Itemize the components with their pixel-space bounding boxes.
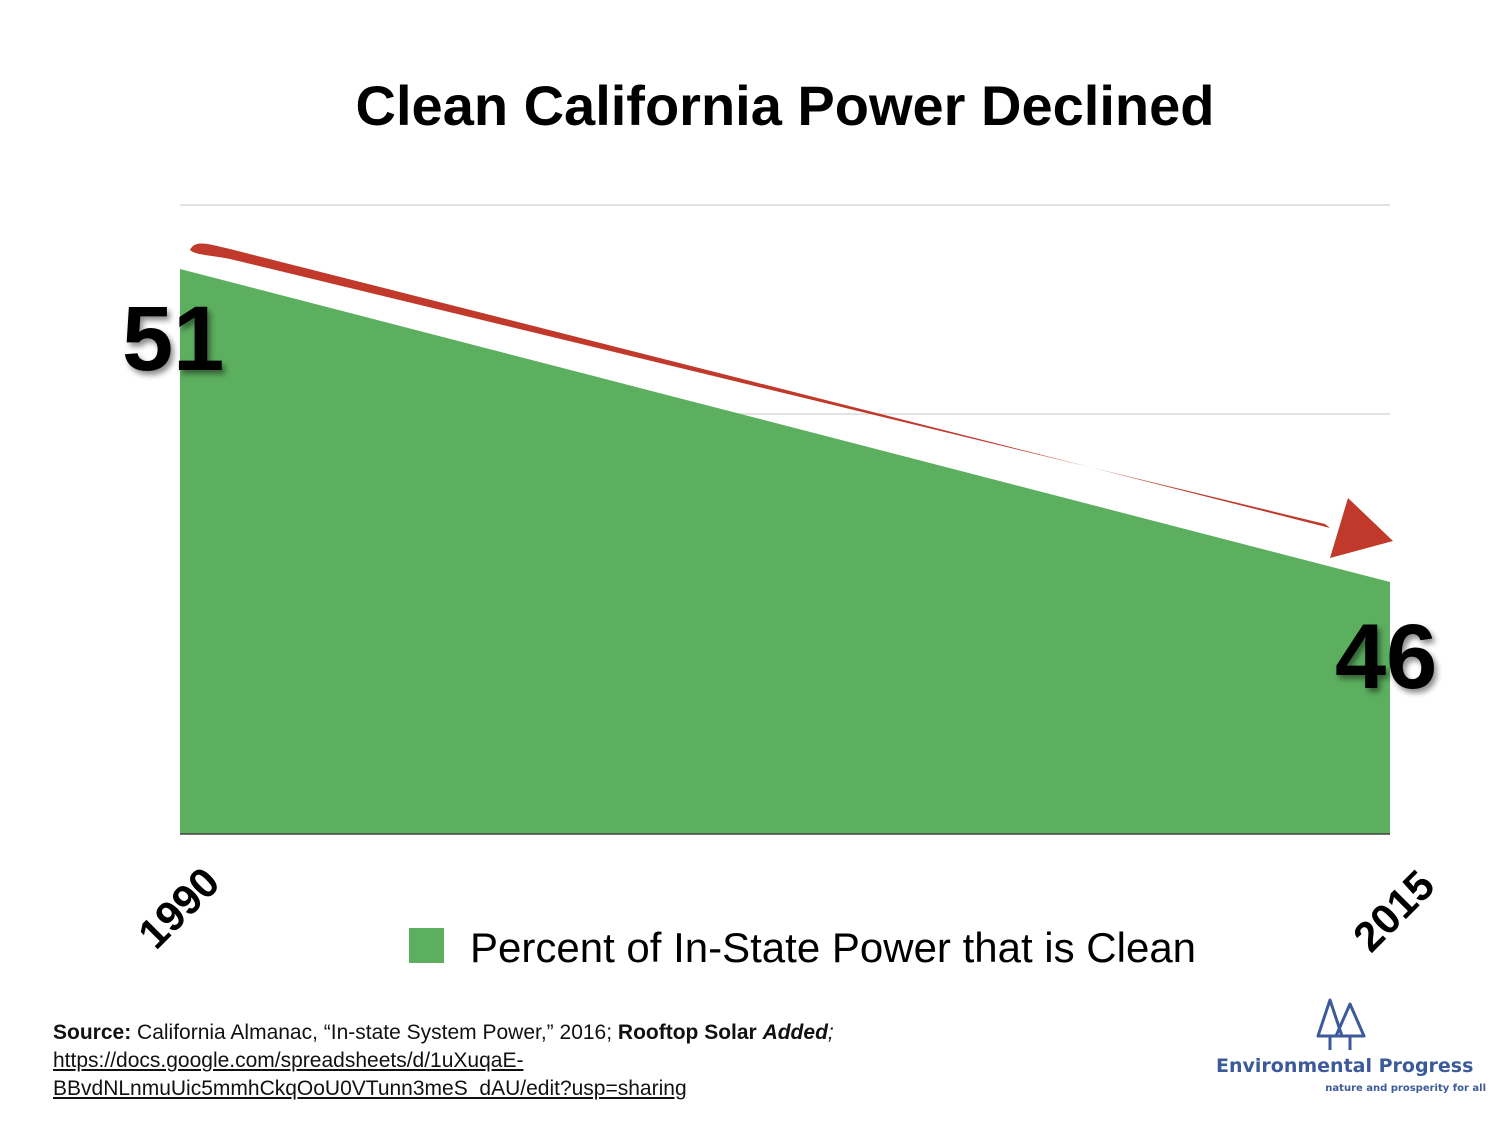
added-label: Added xyxy=(762,1021,828,1044)
decline-arrow xyxy=(190,243,1393,558)
legend: Percent of In-State Power that is Clean xyxy=(409,924,1196,971)
legend-label: Percent of In-State Power that is Clean xyxy=(470,924,1196,971)
tree-logo-icon xyxy=(1316,998,1366,1050)
arrow-head xyxy=(1330,498,1393,558)
rooftop-label: Rooftop Solar xyxy=(617,1021,763,1044)
x-tick-2015: 2015 xyxy=(1344,861,1443,960)
legend-swatch xyxy=(409,928,444,963)
area-series-clean-power xyxy=(180,269,1390,834)
logo-name: Environmental Progress xyxy=(1216,1055,1474,1077)
x-tick-1990: 1990 xyxy=(129,858,228,957)
data-label-2015: 46 xyxy=(1335,606,1437,708)
chart-title: Clean California Power Declined xyxy=(356,74,1215,137)
source-link[interactable]: https://docs.google.com/spreadsheets/d/1… xyxy=(53,1047,1013,1103)
arrow-shaft xyxy=(190,243,1330,528)
data-label-1990: 51 xyxy=(122,288,224,390)
logo-tagline: nature and prosperity for all xyxy=(1325,1083,1486,1094)
source-url-line-1: https://docs.google.com/spreadsheets/d/1… xyxy=(53,1049,524,1072)
source-note: Source: California Almanac, “In-state Sy… xyxy=(53,1019,1013,1103)
source-text: California Almanac, “In-state System Pow… xyxy=(131,1021,618,1044)
source-semicolon: ; xyxy=(827,1021,834,1044)
environmental-progress-logo: Environmental Progress nature and prospe… xyxy=(1208,990,1498,1100)
source-url-line-2: BBvdNLnmuUic5mmhCkqOoU0VTunn3meS_dAU/edi… xyxy=(53,1077,687,1100)
chart: Clean California Power Declined 51 46 19… xyxy=(122,74,1443,971)
source-label: Source: xyxy=(53,1021,132,1044)
